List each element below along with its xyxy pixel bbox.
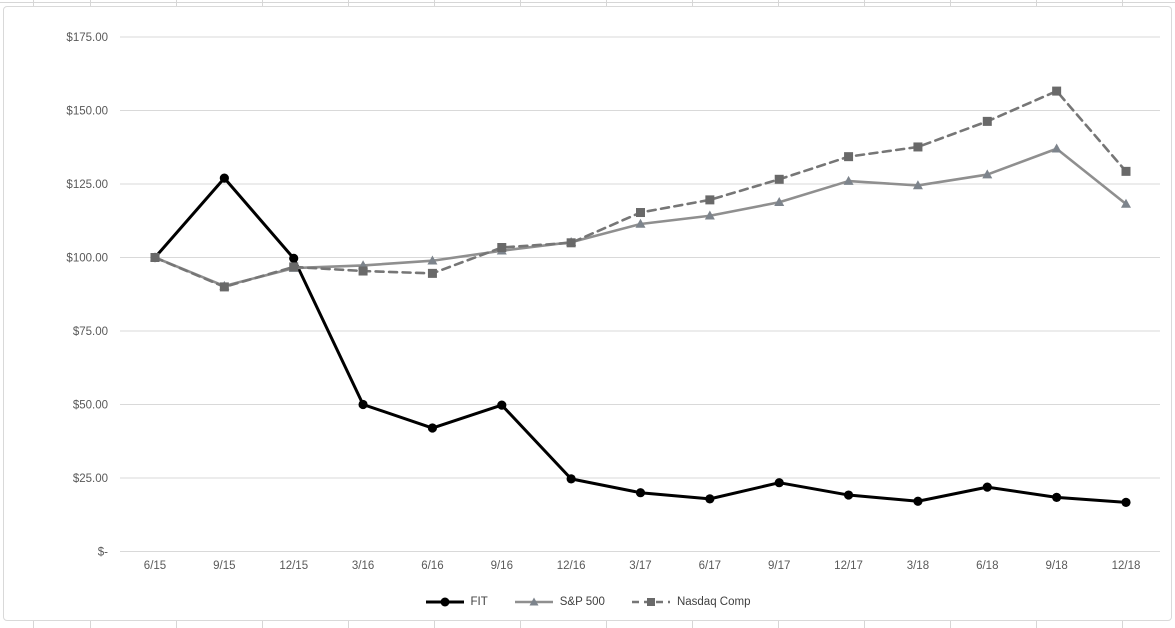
square-marker bbox=[289, 262, 299, 272]
legend-label-nasdaq: Nasdaq Comp bbox=[676, 596, 751, 608]
x-axis-tick-label: 9/17 bbox=[768, 560, 790, 572]
circle-marker bbox=[913, 496, 923, 506]
x-axis-tick-label: 12/17 bbox=[834, 560, 863, 572]
series-line-s-p-500 bbox=[153, 147, 1128, 288]
circle-marker bbox=[635, 488, 646, 498]
y-axis-tick-label: $100.00 bbox=[66, 253, 108, 265]
chart-legend: FIT S&P 500 Nasdaq Comp bbox=[0, 596, 1175, 608]
legend-item-sp500: S&P 500 bbox=[514, 596, 605, 608]
square-marker bbox=[1121, 166, 1131, 176]
spreadsheet-row-gridline bbox=[0, 2, 1175, 3]
triangle-marker bbox=[704, 210, 715, 220]
y-axis-tick-label: $- bbox=[98, 547, 108, 559]
square-marker bbox=[982, 116, 992, 126]
circle-marker bbox=[982, 482, 992, 492]
circle-marker bbox=[1052, 492, 1062, 503]
square-marker bbox=[497, 243, 507, 253]
x-axis-tick-label: 6/15 bbox=[144, 560, 166, 572]
circle-marker bbox=[843, 490, 854, 500]
square-marker bbox=[844, 152, 854, 162]
triangle-marker bbox=[912, 180, 923, 190]
fit-line-marker-icon bbox=[425, 597, 464, 607]
x-axis-tick-label: 6/18 bbox=[976, 560, 998, 572]
stock-performance-chart-card bbox=[3, 6, 1172, 621]
circle-marker bbox=[566, 474, 576, 484]
x-axis-tick-label: 9/16 bbox=[491, 560, 513, 572]
x-axis-tick-label: 6/17 bbox=[699, 560, 721, 572]
square-marker bbox=[219, 282, 229, 292]
legend-label-fit: FIT bbox=[470, 596, 488, 608]
y-axis-tick-label: $75.00 bbox=[73, 326, 108, 338]
x-axis-tick-label: 9/18 bbox=[1045, 560, 1067, 572]
square-marker bbox=[1052, 86, 1062, 96]
circle-marker bbox=[219, 173, 229, 183]
y-axis-tick-label: $50.00 bbox=[73, 400, 108, 412]
x-axis-tick-label: 12/15 bbox=[279, 560, 308, 572]
circle-marker bbox=[289, 253, 299, 263]
y-axis-tick-label: $175.00 bbox=[66, 32, 108, 44]
square-marker bbox=[566, 238, 576, 248]
x-axis-tick-label: 3/16 bbox=[352, 560, 374, 572]
x-axis-tick-label: 6/16 bbox=[421, 560, 443, 572]
legend-item-fit: FIT bbox=[425, 596, 488, 608]
sp500-line-marker-icon bbox=[514, 597, 553, 606]
triangle-marker bbox=[635, 218, 646, 228]
legend-item-nasdaq: Nasdaq Comp bbox=[631, 596, 751, 608]
square-marker bbox=[705, 195, 715, 205]
square-marker bbox=[774, 174, 784, 184]
nasdaq-line-marker-icon bbox=[631, 598, 670, 606]
square-marker bbox=[635, 208, 645, 218]
y-axis-tick-label: $150.00 bbox=[66, 106, 108, 118]
x-axis-tick-label: 3/17 bbox=[629, 560, 651, 572]
circle-marker bbox=[497, 400, 507, 410]
triangle-marker bbox=[1051, 143, 1062, 153]
legend-label-sp500: S&P 500 bbox=[559, 596, 605, 608]
x-axis-tick-label: 12/18 bbox=[1112, 560, 1141, 572]
circle-marker bbox=[705, 494, 715, 504]
x-axis-tick-label: 3/18 bbox=[907, 560, 929, 572]
triangle-marker bbox=[1120, 198, 1131, 208]
y-axis-tick-label: $125.00 bbox=[66, 179, 108, 191]
triangle-marker bbox=[427, 255, 438, 265]
square-marker bbox=[150, 253, 160, 262]
circle-marker bbox=[358, 399, 368, 410]
square-marker bbox=[913, 142, 923, 152]
y-axis-tick-label: $25.00 bbox=[73, 473, 108, 485]
x-axis-tick-label: 12/16 bbox=[557, 560, 586, 572]
square-marker bbox=[427, 268, 437, 278]
square-marker bbox=[358, 266, 368, 276]
circle-marker bbox=[427, 423, 438, 433]
circle-marker bbox=[774, 478, 784, 488]
triangle-marker bbox=[843, 175, 854, 185]
circle-marker bbox=[1121, 497, 1131, 508]
triangle-marker bbox=[982, 169, 993, 179]
triangle-marker bbox=[774, 197, 785, 207]
x-axis-tick-label: 9/15 bbox=[213, 560, 235, 572]
